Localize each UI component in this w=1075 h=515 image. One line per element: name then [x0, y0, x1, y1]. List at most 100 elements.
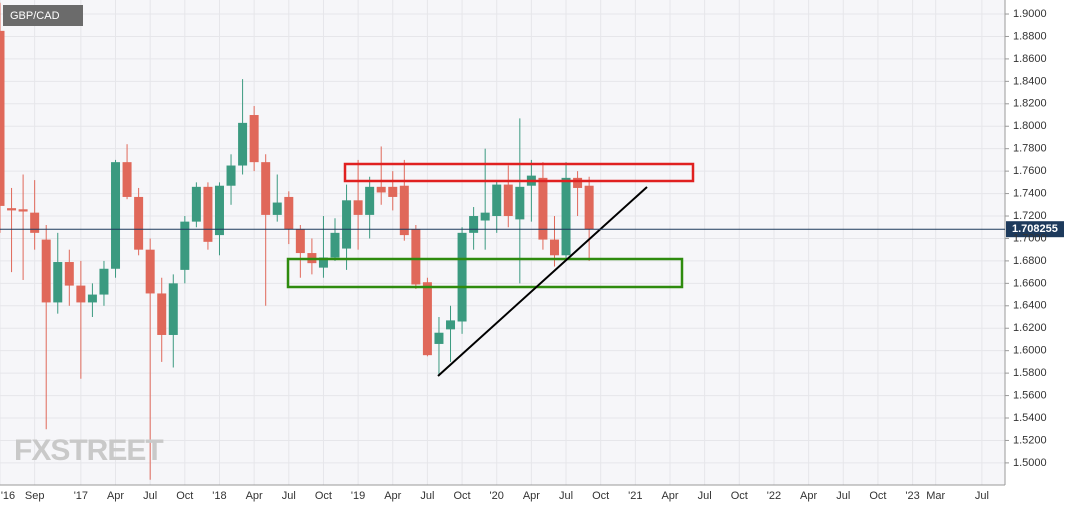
- candles: [0, 2, 594, 480]
- y-tick-label: 1.7200: [1013, 210, 1047, 222]
- x-tick-label: Oct: [592, 490, 609, 502]
- candle-body: [480, 212, 490, 221]
- candle-body: [214, 185, 224, 236]
- candle-body: [515, 186, 525, 220]
- x-tick-label: '21: [628, 490, 642, 502]
- x-tick-label: Apr: [661, 490, 678, 502]
- candle-body: [353, 200, 363, 215]
- x-tick-label: '18: [212, 490, 226, 502]
- x-tick-label: Oct: [454, 490, 471, 502]
- grid: [0, 0, 1005, 485]
- y-tick-label: 1.6600: [1013, 277, 1047, 289]
- candle-body: [549, 239, 559, 256]
- candle-body: [446, 320, 456, 330]
- x-tick-label: Oct: [315, 490, 332, 502]
- last-price-tag: [1006, 221, 1064, 238]
- watermark: FXSTREET: [14, 434, 163, 467]
- candle-body: [318, 257, 328, 268]
- candle-body: [41, 239, 51, 303]
- x-tick-label: Jul: [975, 490, 989, 502]
- plot-background: [0, 0, 1005, 485]
- y-tick-label: 1.5200: [1013, 434, 1047, 446]
- candle-body: [573, 177, 583, 188]
- candle-body: [64, 262, 74, 286]
- x-tick-label: '16: [1, 490, 15, 502]
- candle-body: [457, 232, 467, 322]
- chart-title: GBP/CAD: [10, 10, 60, 22]
- x-tick-label: '22: [767, 490, 781, 502]
- x-tick-label: '17: [74, 490, 88, 502]
- candle-body: [261, 162, 271, 215]
- y-tick-label: 1.5400: [1013, 412, 1047, 424]
- y-tick-label: 1.7800: [1013, 143, 1047, 155]
- x-tick-label: Jul: [836, 490, 850, 502]
- candle-body: [87, 294, 97, 303]
- candle-body: [203, 186, 213, 242]
- candle-body: [422, 282, 432, 356]
- y-tick-label: 1.6000: [1013, 345, 1047, 357]
- y-tick-label: 1.7000: [1013, 232, 1047, 244]
- resistance-zone: [343, 162, 695, 183]
- candle-body: [330, 232, 340, 258]
- x-tick-label: Jul: [282, 490, 296, 502]
- candle-body: [411, 229, 421, 285]
- x-tick-label: Apr: [800, 490, 817, 502]
- x-tick-label: Apr: [384, 490, 401, 502]
- candle-body: [18, 209, 28, 212]
- x-tick-label: '23: [905, 490, 919, 502]
- y-tick-label: 1.7600: [1013, 165, 1047, 177]
- candle-body: [134, 196, 144, 250]
- y-tick-label: 1.5000: [1013, 457, 1047, 469]
- candle-body: [388, 186, 398, 197]
- candle-body: [168, 283, 178, 335]
- x-tick-label: Oct: [731, 490, 748, 502]
- y-tick-label: 1.8200: [1013, 98, 1047, 110]
- candle-body: [342, 200, 352, 249]
- last-price: 1.708255: [0, 221, 1064, 238]
- candle-body: [492, 184, 502, 217]
- candle-body: [538, 177, 548, 240]
- x-tick-label: Jul: [559, 490, 573, 502]
- x-tick-label: Mar: [926, 490, 945, 502]
- candle-body: [7, 208, 17, 211]
- y-tick-label: 1.5800: [1013, 367, 1047, 379]
- candle-body: [0, 30, 5, 206]
- candle-body: [145, 249, 155, 294]
- candle-body: [122, 162, 132, 197]
- candle-body: [53, 262, 63, 303]
- title-box: [3, 5, 83, 26]
- candle-body: [157, 293, 167, 335]
- y-tick-label: 1.7400: [1013, 187, 1047, 199]
- x-tick-label: Sep: [25, 490, 45, 502]
- candle-body: [99, 268, 109, 295]
- x-tick-label: Oct: [869, 490, 886, 502]
- x-tick-label: Apr: [523, 490, 540, 502]
- candle-body: [191, 186, 201, 222]
- annotations: [286, 162, 695, 377]
- y-tick-label: 1.6800: [1013, 255, 1047, 267]
- x-tick-label: '19: [351, 490, 365, 502]
- trend-line: [437, 186, 648, 377]
- x-tick-label: Apr: [107, 490, 124, 502]
- candle-body: [111, 162, 121, 269]
- y-tick-label: 1.9000: [1013, 8, 1047, 20]
- candle-body: [376, 186, 386, 193]
- candle-body: [561, 177, 571, 256]
- candle-body: [238, 122, 248, 166]
- x-tick-label: Jul: [143, 490, 157, 502]
- x-tick-label: Oct: [176, 490, 193, 502]
- candle-body: [399, 185, 409, 236]
- y-tick-label: 1.6400: [1013, 300, 1047, 312]
- candle-body: [30, 212, 40, 233]
- y-tick-label: 1.8000: [1013, 120, 1047, 132]
- y-tick-label: 1.5600: [1013, 389, 1047, 401]
- x-tick-label: Jul: [698, 490, 712, 502]
- x-tick-label: Jul: [420, 490, 434, 502]
- candle-body: [76, 285, 86, 303]
- candle-body: [284, 196, 294, 230]
- y-tick-label: 1.8600: [1013, 53, 1047, 65]
- candle-body: [469, 216, 479, 233]
- candle-body: [584, 185, 594, 230]
- candle-body: [365, 186, 375, 215]
